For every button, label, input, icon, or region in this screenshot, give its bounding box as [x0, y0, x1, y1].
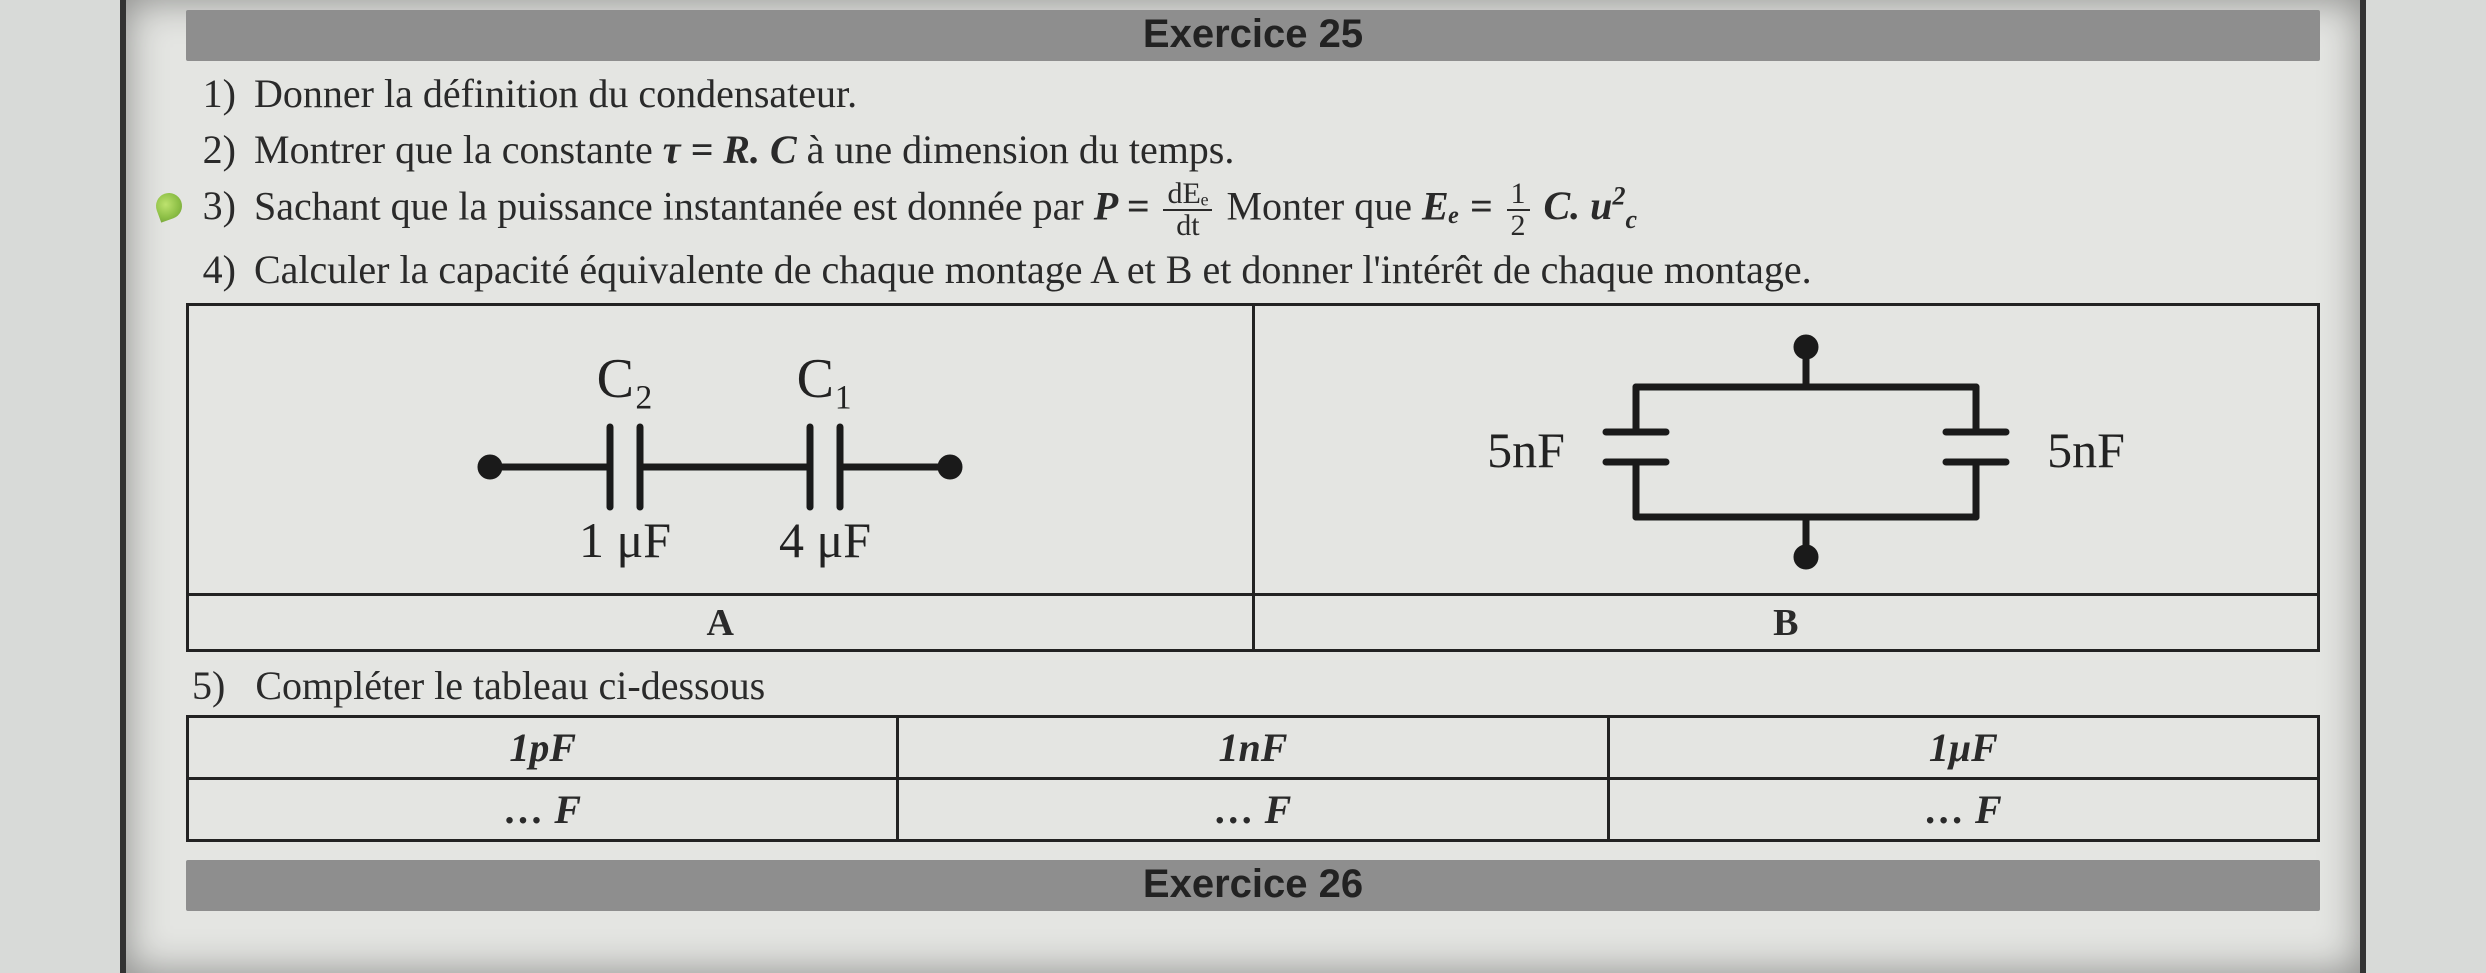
q4-t: Calculer la capacité équivalente de chaq…: [254, 247, 1812, 292]
q3-frac2: 1 2: [1507, 179, 1530, 241]
question-1: 1) Donner la définition du condensateur.: [186, 67, 2320, 121]
q3-mid: Monter que: [1226, 183, 1422, 228]
q3-frac2-den: 2: [1507, 211, 1530, 241]
circA-C1-label: C₁: [797, 348, 854, 410]
q3-frac1: dEₑ dt: [1163, 179, 1212, 241]
q3-frac2-num: 1: [1507, 179, 1530, 211]
q3-Cu-sub: c: [1625, 205, 1637, 234]
page: Exercice 25 1) Donner la définition du c…: [120, 0, 2366, 973]
q2-a: Montrer que la constante: [254, 127, 663, 172]
question-4: 4) Calculer la capacité équivalente de c…: [186, 243, 2320, 297]
circuit-B-cell: 5nF 5nF: [1253, 305, 2319, 595]
circuit-A-svg: C₂ C₁ 1 μF 4 μF: [410, 317, 1030, 577]
circuit-A-cell: C₂ C₁ 1 μF 4 μF: [188, 305, 1254, 595]
fill-r1: … F: [188, 779, 898, 841]
question-3: 3) Sachant que la puissance instantanée …: [186, 179, 2320, 241]
q3-frac1-den: dt: [1163, 211, 1212, 241]
q3-text: Sachant que la puissance instantanée est…: [254, 179, 1637, 241]
q2-num: 2): [186, 123, 236, 177]
q3-P: P =: [1094, 183, 1160, 228]
q3-Cu-sup: 2: [1612, 182, 1625, 211]
q3-frac1-num: dEₑ: [1163, 179, 1212, 211]
circuit-B-svg: 5nF 5nF: [1426, 317, 2146, 577]
fill-h3: 1μF: [1608, 717, 2318, 779]
q3-Cu-base: C. u: [1544, 183, 1613, 228]
q4-num: 4): [186, 243, 236, 297]
fill-table: 1pF 1nF 1μF … F … F … F: [186, 715, 2320, 842]
q3-Cu: C. u2c: [1544, 183, 1637, 228]
circB-right: 5nF: [2047, 422, 2125, 478]
q2-b: à une dimension du temps.: [807, 127, 1235, 172]
circB-left: 5nF: [1487, 422, 1565, 478]
q2-text: Montrer que la constante τ = R. C à une …: [254, 123, 1234, 177]
q3-E: Eₑ =: [1422, 183, 1503, 228]
question-5: 5) Compléter le tableau ci-dessous: [192, 662, 2320, 709]
q3-a: Sachant que la puissance instantanée est…: [254, 183, 1094, 228]
q4-text: Calculer la capacité équivalente de chaq…: [254, 243, 1812, 297]
q5-text: Compléter le tableau ci-dessous: [255, 663, 765, 708]
circuit-A-label: A: [188, 595, 1254, 651]
fill-r2: … F: [898, 779, 1608, 841]
fill-r3: … F: [1608, 779, 2318, 841]
fill-h2: 1nF: [898, 717, 1608, 779]
circA-v2: 1 μF: [579, 512, 671, 568]
circuit-B-label: B: [1253, 595, 2319, 651]
question-list: 1) Donner la définition du condensateur.…: [186, 67, 2320, 297]
exercise-banner-26: Exercice 26: [186, 860, 2320, 911]
circA-v1: 4 μF: [779, 512, 871, 568]
q1-text: Donner la définition du condensateur.: [254, 67, 857, 121]
q2-tau: τ = R. C: [663, 127, 797, 172]
exercise-banner-25: Exercice 25: [186, 10, 2320, 61]
circA-C2-label: C₂: [597, 348, 654, 410]
question-2: 2) Montrer que la constante τ = R. C à u…: [186, 123, 2320, 177]
q1-num: 1): [186, 67, 236, 121]
q3-num: 3): [186, 179, 236, 241]
circuit-table: C₂ C₁ 1 μF 4 μF: [186, 303, 2320, 652]
fill-h1: 1pF: [188, 717, 898, 779]
q5-num: 5): [192, 663, 225, 708]
